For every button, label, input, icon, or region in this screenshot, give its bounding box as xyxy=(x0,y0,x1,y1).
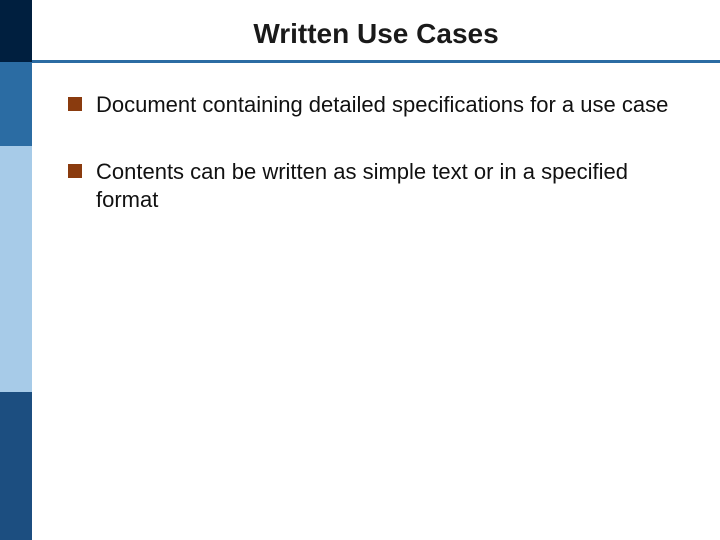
sidebar-segment xyxy=(0,392,32,540)
sidebar-segment xyxy=(0,146,32,392)
list-item: Document containing detailed specificati… xyxy=(68,91,684,120)
slide-content: Written Use Cases Document containing de… xyxy=(32,0,720,540)
sidebar-segment xyxy=(0,0,32,62)
slide-title: Written Use Cases xyxy=(32,18,720,50)
bullet-list: Document containing detailed specificati… xyxy=(32,63,720,215)
bullet-text: Document containing detailed specificati… xyxy=(96,91,668,120)
title-area: Written Use Cases xyxy=(32,0,720,56)
sidebar-accent xyxy=(0,0,32,540)
square-bullet-icon xyxy=(68,97,82,111)
sidebar-segment xyxy=(0,62,32,146)
square-bullet-icon xyxy=(68,164,82,178)
list-item: Contents can be written as simple text o… xyxy=(68,158,684,215)
bullet-text: Contents can be written as simple text o… xyxy=(96,158,684,215)
